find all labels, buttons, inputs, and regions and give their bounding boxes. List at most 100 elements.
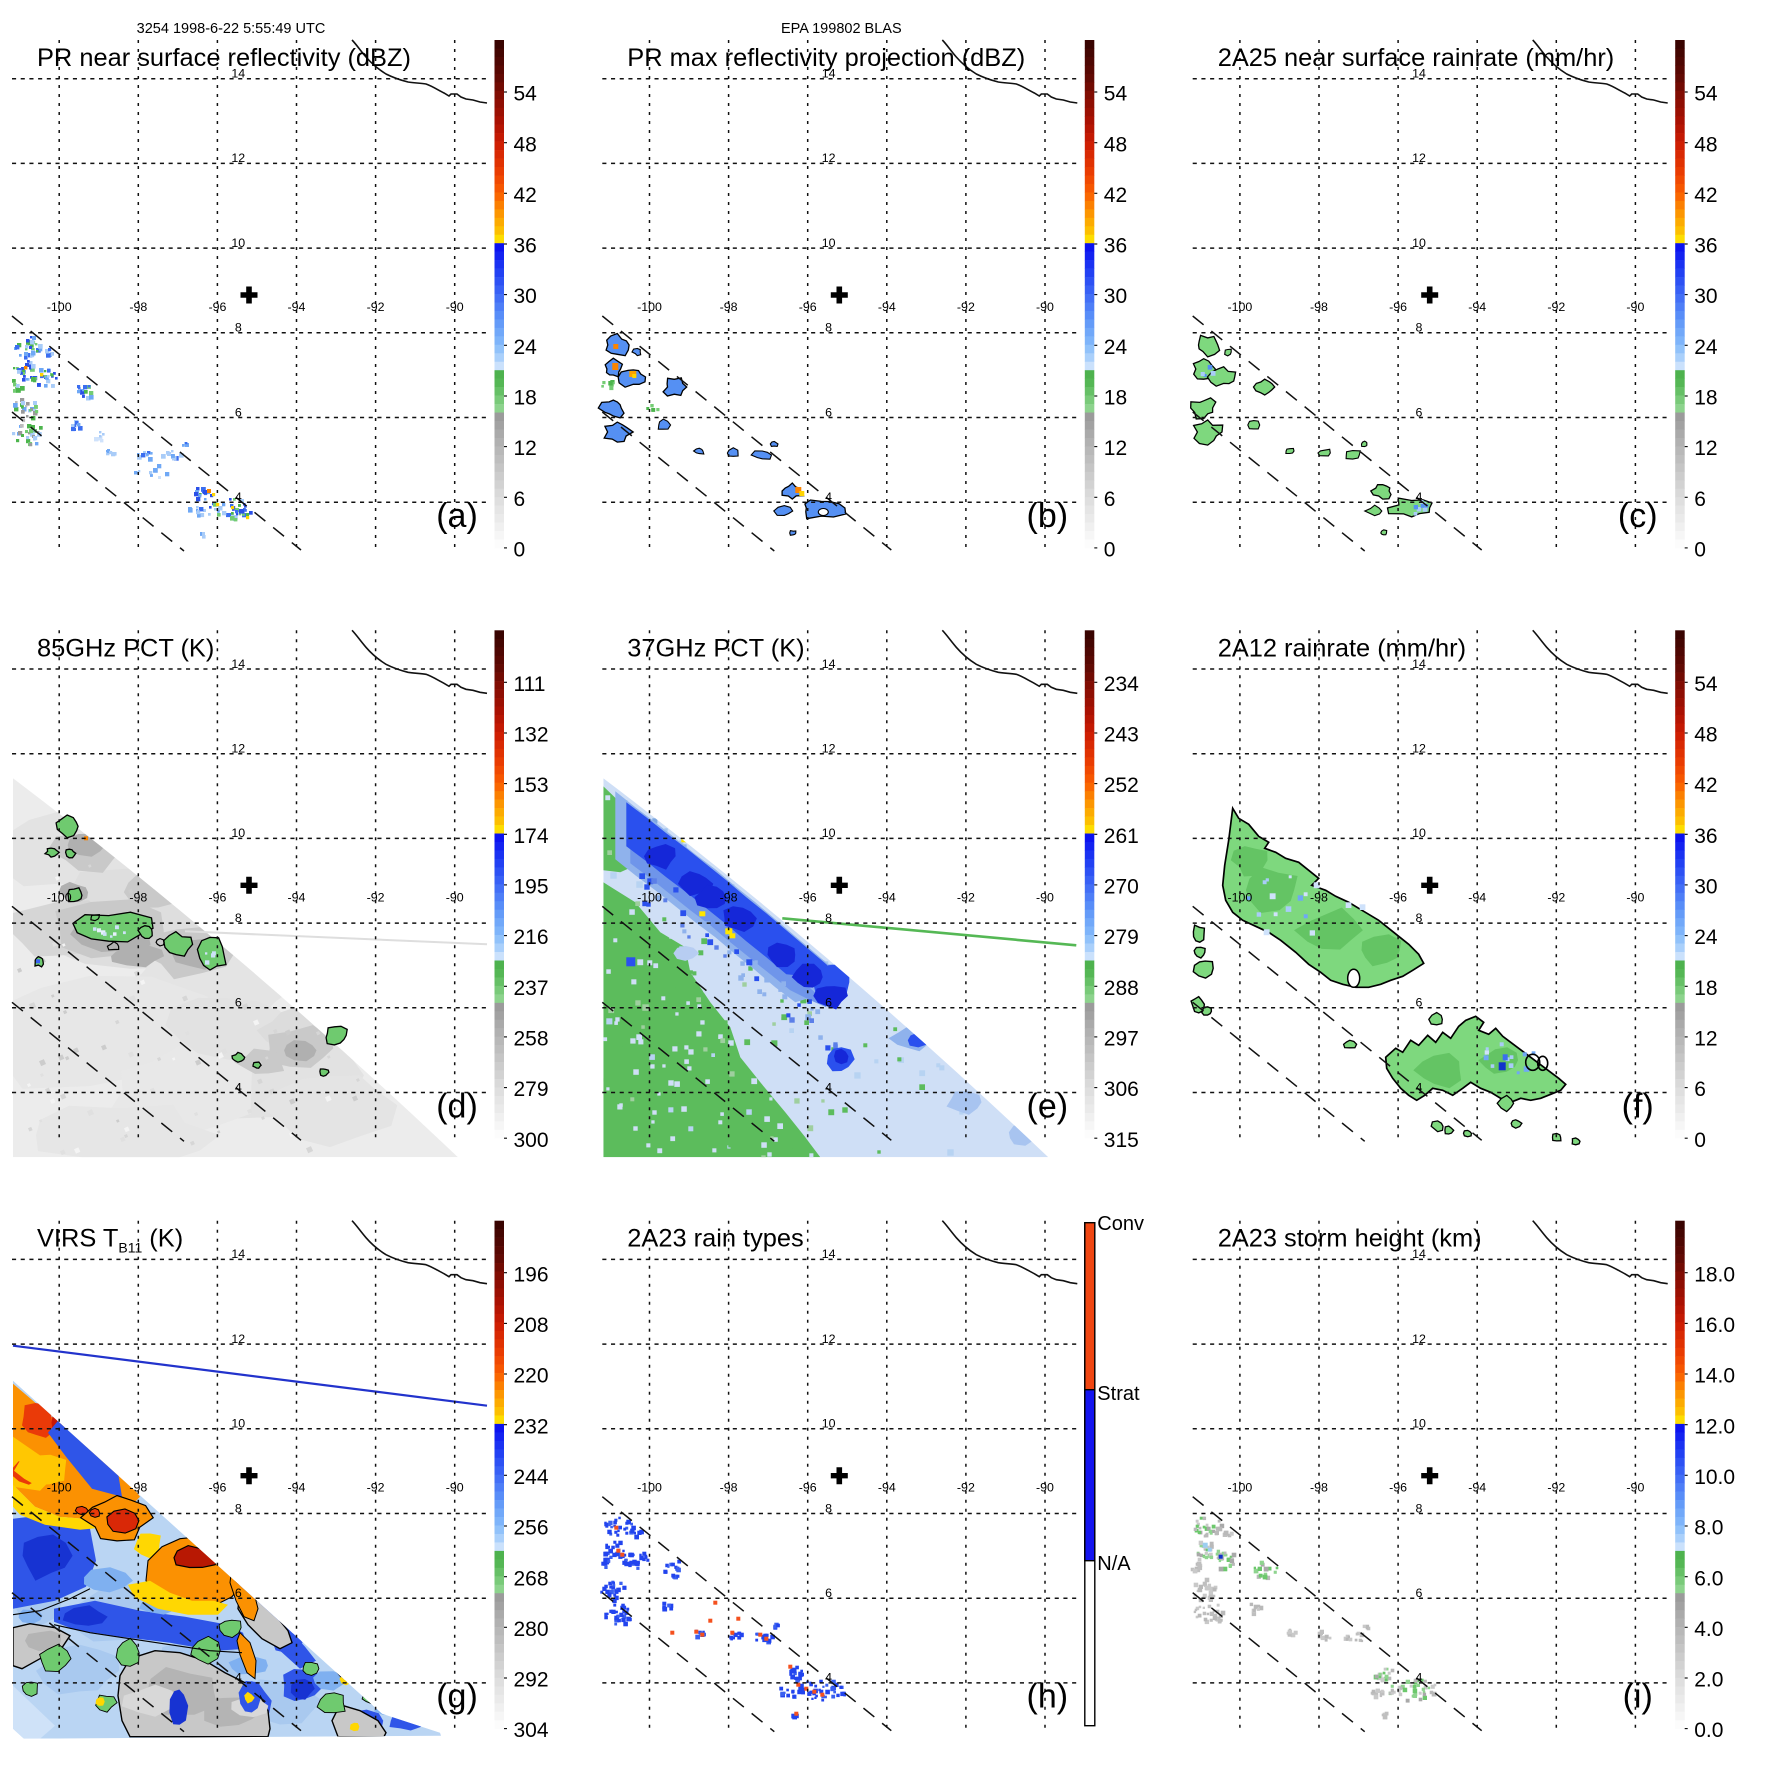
svg-text:2A25 near surface rainrate (mm: 2A25 near surface rainrate (mm/hr)	[1218, 44, 1615, 72]
svg-text:6: 6	[1694, 488, 1706, 511]
svg-text:0: 0	[514, 539, 526, 562]
svg-text:12: 12	[1694, 1028, 1717, 1051]
svg-text:4.0: 4.0	[1694, 1618, 1723, 1641]
svg-text:0: 0	[1694, 539, 1706, 562]
svg-text:111: 111	[514, 673, 546, 696]
svg-text:18.0: 18.0	[1694, 1263, 1735, 1286]
svg-text:297: 297	[1104, 1028, 1139, 1051]
svg-text:30: 30	[1104, 285, 1127, 308]
svg-text:VIRS TB11 (K): VIRS TB11 (K)	[37, 1225, 183, 1256]
svg-text:54: 54	[1104, 83, 1128, 106]
svg-text:PR max reflectivity projection: PR max reflectivity projection (dBZ)	[627, 44, 1025, 72]
svg-text:18: 18	[1104, 387, 1127, 410]
svg-text:268: 268	[514, 1567, 549, 1590]
svg-text:(g): (g)	[436, 1678, 478, 1716]
svg-text:304: 304	[514, 1719, 549, 1742]
svg-text:Strat: Strat	[1097, 1383, 1140, 1405]
svg-text:24: 24	[1694, 926, 1718, 949]
svg-text:0.0: 0.0	[1694, 1719, 1723, 1742]
svg-text:(e): (e)	[1027, 1087, 1069, 1125]
svg-text:279: 279	[1104, 926, 1139, 949]
svg-text:N/A: N/A	[1097, 1553, 1131, 1575]
svg-text:244: 244	[514, 1466, 549, 1489]
svg-text:132: 132	[514, 724, 549, 747]
svg-text:12: 12	[1694, 437, 1717, 460]
svg-text:279: 279	[514, 1078, 549, 1101]
svg-text:12: 12	[514, 437, 537, 460]
svg-text:174: 174	[514, 825, 549, 848]
svg-text:18: 18	[1694, 387, 1717, 410]
svg-text:18: 18	[1694, 977, 1717, 1000]
svg-text:10.0: 10.0	[1694, 1466, 1735, 1489]
svg-text:(f): (f)	[1622, 1087, 1654, 1125]
svg-text:EPA 199802 BLAS: EPA 199802 BLAS	[781, 21, 902, 37]
svg-text:36: 36	[1694, 825, 1717, 848]
svg-text:196: 196	[514, 1263, 549, 1286]
svg-text:30: 30	[514, 285, 537, 308]
svg-text:54: 54	[514, 83, 538, 106]
svg-text:16.0: 16.0	[1694, 1314, 1735, 1337]
svg-text:(d): (d)	[436, 1087, 478, 1125]
svg-text:37GHz PCT (K): 37GHz PCT (K)	[627, 634, 804, 662]
svg-text:252: 252	[1104, 774, 1139, 797]
svg-text:Conv: Conv	[1097, 1213, 1144, 1235]
svg-text:54: 54	[1694, 673, 1718, 696]
svg-text:3254 1998-6-22 5:55:49 UTC: 3254 1998-6-22 5:55:49 UTC	[137, 21, 326, 37]
svg-text:270: 270	[1104, 876, 1139, 899]
svg-text:6: 6	[1694, 1078, 1706, 1101]
svg-text:0: 0	[1104, 539, 1116, 562]
svg-text:2.0: 2.0	[1694, 1669, 1723, 1692]
svg-text:48: 48	[514, 133, 537, 156]
svg-text:2A23 storm height (km): 2A23 storm height (km)	[1218, 1225, 1482, 1253]
svg-text:8.0: 8.0	[1694, 1517, 1723, 1540]
svg-text:12.0: 12.0	[1694, 1415, 1735, 1438]
svg-text:315: 315	[1104, 1129, 1139, 1152]
svg-text:30: 30	[1694, 285, 1717, 308]
svg-text:42: 42	[1694, 774, 1717, 797]
svg-text:292: 292	[514, 1669, 549, 1692]
svg-text:24: 24	[514, 336, 538, 359]
svg-text:306: 306	[1104, 1078, 1139, 1101]
svg-text:300: 300	[514, 1129, 549, 1152]
svg-text:237: 237	[514, 977, 549, 1000]
svg-text:208: 208	[514, 1314, 549, 1337]
svg-text:216: 216	[514, 926, 549, 949]
svg-text:6: 6	[514, 488, 526, 511]
svg-text:6.0: 6.0	[1694, 1567, 1723, 1590]
svg-text:(a): (a)	[436, 497, 478, 535]
svg-text:42: 42	[514, 184, 537, 207]
svg-text:220: 220	[514, 1365, 549, 1388]
svg-text:PR near surface reflectivity (: PR near surface reflectivity (dBZ)	[37, 44, 411, 72]
svg-text:36: 36	[514, 235, 537, 258]
svg-text:243: 243	[1104, 724, 1139, 747]
svg-text:42: 42	[1104, 184, 1127, 207]
svg-text:0: 0	[1694, 1129, 1706, 1152]
svg-text:288: 288	[1104, 977, 1139, 1000]
svg-text:2A23 rain types: 2A23 rain types	[627, 1225, 803, 1253]
svg-text:153: 153	[514, 774, 549, 797]
svg-text:24: 24	[1104, 336, 1128, 359]
svg-text:2A12 rainrate (mm/hr): 2A12 rainrate (mm/hr)	[1218, 634, 1466, 662]
svg-text:261: 261	[1104, 825, 1139, 848]
svg-text:48: 48	[1694, 724, 1717, 747]
svg-text:48: 48	[1104, 133, 1127, 156]
svg-text:195: 195	[514, 876, 549, 899]
svg-text:280: 280	[514, 1618, 549, 1641]
svg-text:36: 36	[1694, 235, 1717, 258]
svg-text:54: 54	[1694, 83, 1718, 106]
svg-text:14.0: 14.0	[1694, 1365, 1735, 1388]
svg-text:(i): (i)	[1623, 1678, 1653, 1716]
svg-text:(b): (b)	[1027, 497, 1069, 535]
svg-text:48: 48	[1694, 133, 1717, 156]
svg-text:(h): (h)	[1027, 1678, 1069, 1716]
svg-text:24: 24	[1694, 336, 1718, 359]
svg-text:85GHz PCT (K): 85GHz PCT (K)	[37, 634, 214, 662]
svg-text:(c): (c)	[1618, 497, 1658, 535]
svg-text:42: 42	[1694, 184, 1717, 207]
svg-text:36: 36	[1104, 235, 1127, 258]
svg-text:12: 12	[1104, 437, 1127, 460]
svg-text:232: 232	[514, 1415, 549, 1438]
svg-text:258: 258	[514, 1028, 549, 1051]
svg-text:30: 30	[1694, 876, 1717, 899]
svg-text:18: 18	[514, 387, 537, 410]
